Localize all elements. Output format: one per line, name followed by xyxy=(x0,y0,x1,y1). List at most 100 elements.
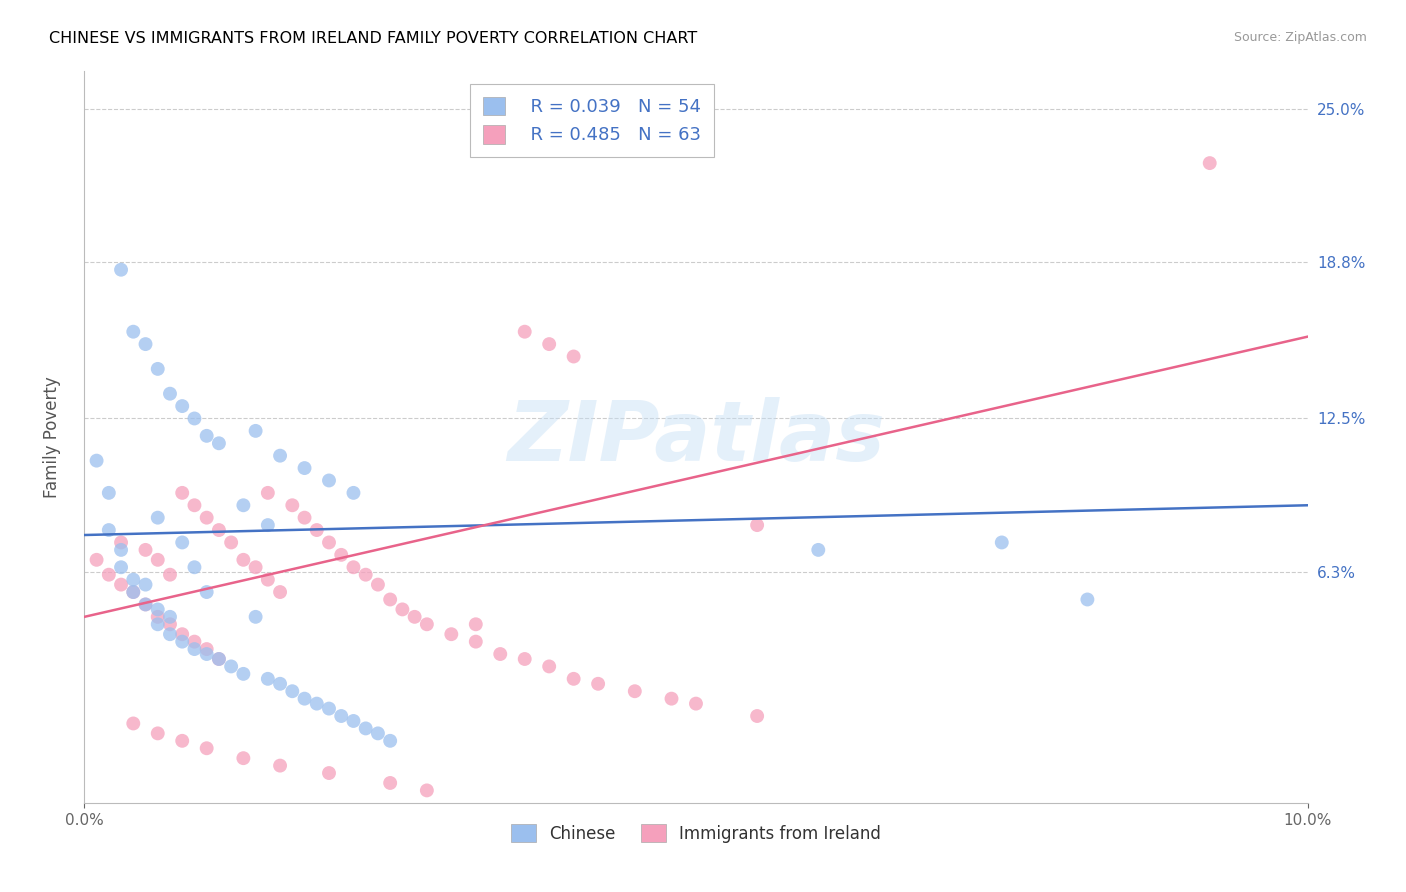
Point xyxy=(342,714,364,728)
Point xyxy=(195,429,218,443)
Text: CHINESE VS IMMIGRANTS FROM IRELAND FAMILY POVERTY CORRELATION CHART: CHINESE VS IMMIGRANTS FROM IRELAND FAMIL… xyxy=(49,31,697,46)
Point xyxy=(318,535,340,549)
Point xyxy=(232,498,254,512)
Point xyxy=(318,766,340,780)
Point xyxy=(245,560,267,574)
Point xyxy=(305,697,328,711)
Point xyxy=(97,567,120,582)
Point xyxy=(342,486,364,500)
Point xyxy=(208,652,231,666)
Point xyxy=(110,560,132,574)
Point xyxy=(146,726,169,740)
Point xyxy=(380,734,402,748)
Point xyxy=(135,542,157,557)
Point xyxy=(807,542,830,557)
Point xyxy=(195,647,218,661)
Point xyxy=(183,634,205,648)
Point xyxy=(318,701,340,715)
Point xyxy=(538,337,561,351)
Point xyxy=(110,542,132,557)
Text: ZIPatlas: ZIPatlas xyxy=(508,397,884,477)
Point xyxy=(219,535,242,549)
Point xyxy=(208,652,231,666)
Point xyxy=(122,325,145,339)
Point xyxy=(513,652,536,666)
Point xyxy=(122,585,145,599)
Point xyxy=(269,585,291,599)
Point xyxy=(146,362,169,376)
Point xyxy=(367,726,389,740)
Point xyxy=(159,386,181,401)
Point xyxy=(330,548,353,562)
Point xyxy=(416,783,439,797)
Point xyxy=(122,573,145,587)
Point xyxy=(1076,592,1098,607)
Point xyxy=(146,610,169,624)
Point xyxy=(257,672,280,686)
Text: Source: ZipAtlas.com: Source: ZipAtlas.com xyxy=(1233,31,1367,45)
Point xyxy=(172,734,194,748)
Point xyxy=(110,577,132,591)
Point xyxy=(354,722,377,736)
Point xyxy=(294,510,316,524)
Point xyxy=(305,523,328,537)
Point xyxy=(159,627,181,641)
Point xyxy=(562,672,585,686)
Legend: Chinese, Immigrants from Ireland: Chinese, Immigrants from Ireland xyxy=(505,818,887,849)
Point xyxy=(538,659,561,673)
Point xyxy=(294,461,316,475)
Point xyxy=(183,498,205,512)
Point xyxy=(97,486,120,500)
Point xyxy=(172,634,194,648)
Point xyxy=(172,535,194,549)
Point xyxy=(380,592,402,607)
Point xyxy=(183,411,205,425)
Point xyxy=(464,634,486,648)
Point xyxy=(440,627,463,641)
Point xyxy=(269,758,291,772)
Point xyxy=(172,486,194,500)
Point xyxy=(195,510,218,524)
Point xyxy=(135,598,157,612)
Point xyxy=(464,617,486,632)
Point xyxy=(232,666,254,681)
Point xyxy=(208,436,231,450)
Point xyxy=(257,573,280,587)
Point xyxy=(208,523,231,537)
Point xyxy=(991,535,1014,549)
Point xyxy=(624,684,647,698)
Point xyxy=(747,518,769,533)
Point xyxy=(110,262,132,277)
Point xyxy=(146,553,169,567)
Point xyxy=(294,691,316,706)
Point xyxy=(110,535,132,549)
Point xyxy=(146,617,169,632)
Point xyxy=(195,741,218,756)
Point xyxy=(281,684,304,698)
Point xyxy=(685,697,707,711)
Point xyxy=(219,659,242,673)
Point xyxy=(183,642,205,657)
Point xyxy=(146,602,169,616)
Point xyxy=(380,776,402,790)
Point xyxy=(391,602,413,616)
Point xyxy=(232,751,254,765)
Point xyxy=(86,453,108,467)
Y-axis label: Family Poverty: Family Poverty xyxy=(42,376,60,498)
Point xyxy=(245,424,267,438)
Point xyxy=(135,337,157,351)
Point xyxy=(122,585,145,599)
Point xyxy=(661,691,683,706)
Point xyxy=(135,577,157,591)
Point xyxy=(562,350,585,364)
Point xyxy=(269,449,291,463)
Point xyxy=(146,510,169,524)
Point xyxy=(159,617,181,632)
Point xyxy=(86,553,108,567)
Point xyxy=(330,709,353,723)
Point xyxy=(159,610,181,624)
Point xyxy=(318,474,340,488)
Point xyxy=(342,560,364,574)
Point xyxy=(586,677,609,691)
Point xyxy=(354,567,377,582)
